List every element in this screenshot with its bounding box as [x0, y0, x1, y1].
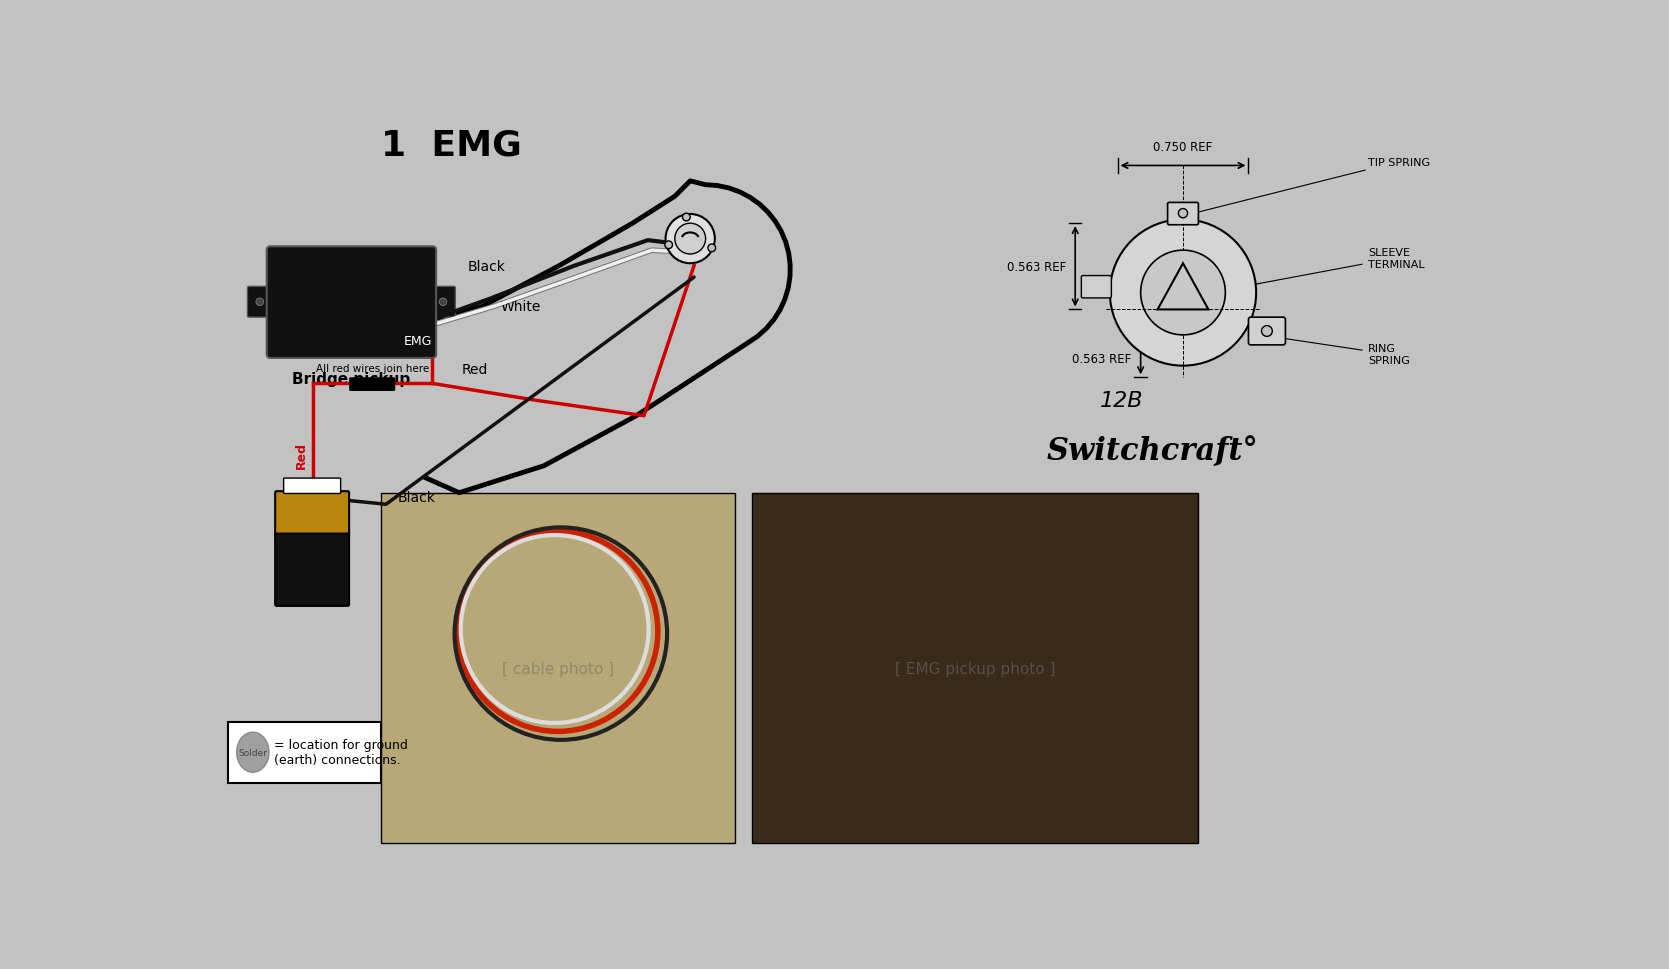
- Text: Bridge pickup: Bridge pickup: [292, 372, 411, 387]
- FancyBboxPatch shape: [431, 287, 456, 318]
- Text: 9-Volt: 9-Volt: [292, 571, 332, 584]
- Text: RING
SPRING: RING SPRING: [1263, 336, 1410, 365]
- Text: 0.563 REF: 0.563 REF: [1006, 261, 1066, 273]
- Text: 0.563 REF: 0.563 REF: [1071, 353, 1132, 366]
- FancyBboxPatch shape: [381, 493, 734, 843]
- Circle shape: [674, 224, 706, 255]
- Circle shape: [1262, 327, 1272, 337]
- FancyBboxPatch shape: [350, 379, 394, 391]
- FancyBboxPatch shape: [229, 723, 382, 783]
- FancyBboxPatch shape: [247, 287, 272, 318]
- Text: EMG: EMG: [404, 334, 432, 347]
- Text: [ EMG pickup photo ]: [ EMG pickup photo ]: [895, 661, 1055, 676]
- FancyBboxPatch shape: [1248, 318, 1285, 346]
- Text: White: White: [501, 300, 541, 314]
- Circle shape: [1110, 220, 1257, 366]
- FancyBboxPatch shape: [275, 534, 349, 607]
- Text: [ cable photo ]: [ cable photo ]: [502, 661, 614, 676]
- Circle shape: [1178, 209, 1188, 219]
- FancyBboxPatch shape: [284, 479, 340, 494]
- FancyBboxPatch shape: [275, 491, 349, 537]
- Text: TIP SPRING: TIP SPRING: [1193, 157, 1430, 214]
- Text: Red: Red: [295, 441, 307, 468]
- Text: Red: Red: [461, 362, 487, 376]
- Circle shape: [664, 241, 673, 249]
- Circle shape: [683, 214, 691, 222]
- Text: Solder: Solder: [239, 748, 267, 757]
- Text: 12B: 12B: [1100, 391, 1143, 411]
- Circle shape: [1140, 251, 1225, 335]
- Ellipse shape: [237, 733, 269, 772]
- Circle shape: [708, 245, 716, 253]
- Text: All red wires join here: All red wires join here: [315, 363, 429, 373]
- FancyBboxPatch shape: [751, 493, 1198, 843]
- FancyBboxPatch shape: [1168, 203, 1198, 226]
- Text: Battery: Battery: [285, 584, 339, 598]
- Text: Black: Black: [467, 260, 506, 273]
- Circle shape: [666, 215, 714, 264]
- Circle shape: [255, 298, 264, 306]
- Text: Switchcraft°: Switchcraft°: [1046, 435, 1258, 466]
- FancyBboxPatch shape: [267, 247, 436, 359]
- FancyBboxPatch shape: [1082, 276, 1112, 298]
- Text: 1  EMG: 1 EMG: [381, 129, 522, 163]
- Text: SLEEVE
TERMINAL: SLEEVE TERMINAL: [1255, 248, 1424, 285]
- Text: = location for ground
(earth) connections.: = location for ground (earth) connection…: [274, 738, 409, 766]
- Circle shape: [439, 298, 447, 306]
- Text: Black: Black: [397, 490, 436, 504]
- Text: 0.750 REF: 0.750 REF: [1153, 141, 1213, 154]
